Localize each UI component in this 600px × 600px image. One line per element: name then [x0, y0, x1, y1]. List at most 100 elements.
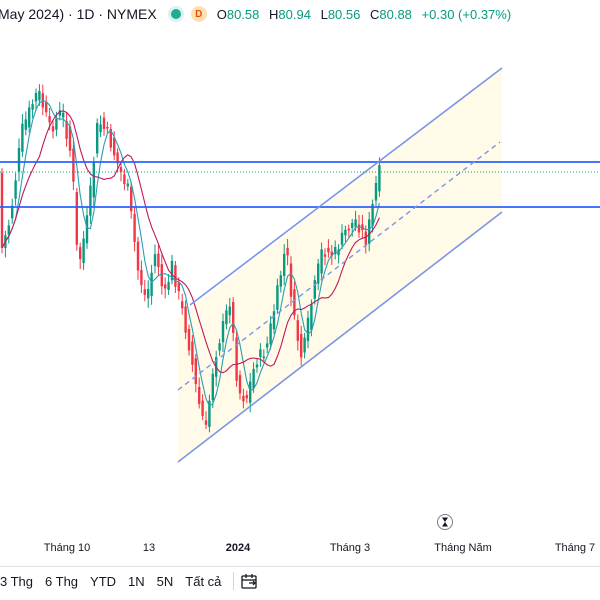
candle-body — [228, 306, 231, 316]
candle-body — [17, 147, 21, 172]
candle-body — [269, 323, 272, 345]
timeframe-3m-button[interactable]: 3 Thg — [0, 573, 34, 589]
timeframe-ytd-button[interactable]: YTD — [90, 573, 117, 589]
candle-body — [276, 285, 279, 310]
high-label: H — [269, 6, 279, 22]
candle-body — [194, 358, 197, 384]
candle-body — [164, 284, 167, 289]
candle-body — [123, 174, 126, 185]
chart-header: May 2024) · 1D · NYMEX D O80.58 H80.94 L… — [0, 0, 600, 28]
candle-body — [82, 238, 85, 264]
candle-body — [323, 254, 327, 257]
market-status[interactable]: D — [170, 6, 207, 22]
candle-body — [259, 349, 262, 357]
candle-body — [242, 395, 245, 402]
symbol-title[interactable]: May 2024) · 1D · NYMEX — [0, 6, 157, 22]
candle-body — [62, 112, 65, 118]
price-chart[interactable] — [0, 28, 600, 540]
candle-body — [109, 129, 112, 148]
candle-body — [245, 395, 248, 399]
hourglass-icon[interactable] — [437, 514, 453, 530]
xaxis-label: Tháng 3 — [329, 542, 371, 554]
candle-body — [174, 265, 177, 287]
xaxis-label: Tháng 7 — [554, 542, 596, 554]
open-value: 80.58 — [226, 6, 260, 22]
timeframe-all-button[interactable]: Tất cả — [185, 573, 222, 589]
candle-body — [187, 328, 191, 351]
candle-body — [133, 213, 136, 242]
candle-body — [354, 219, 357, 227]
low-value: 80.56 — [327, 6, 361, 22]
candle-body — [167, 282, 170, 290]
channel-upper-line[interactable] — [189, 67, 503, 306]
candle-body — [0, 172, 4, 248]
candle-body — [272, 311, 276, 330]
candle-body — [198, 386, 201, 404]
candle-body — [221, 321, 225, 343]
moving-averages-layer — [1, 99, 380, 407]
change-value: +0.30 (+0.37%) — [421, 6, 512, 22]
candle-body — [340, 232, 344, 245]
candle-body — [58, 110, 61, 116]
channel-lower-line[interactable] — [177, 211, 503, 463]
candle-body — [160, 264, 163, 287]
candle-body — [283, 253, 286, 276]
ma-slow-line — [1, 110, 380, 374]
candle-body — [7, 225, 10, 235]
candle-body — [286, 247, 289, 256]
candle-body — [150, 272, 153, 296]
candle-body — [45, 102, 48, 113]
candle-body — [130, 186, 133, 212]
candle-body — [31, 104, 34, 110]
candle-body — [255, 364, 259, 368]
candle-body — [119, 167, 123, 172]
candle-body — [65, 121, 68, 139]
candle-body — [14, 180, 17, 199]
candle-body — [374, 182, 378, 201]
candle-body — [317, 263, 320, 284]
ma-fast-line — [1, 99, 380, 407]
timeframe-1y-button[interactable]: 1N — [128, 573, 145, 589]
candle-body — [262, 356, 265, 359]
timeframe-5y-button[interactable]: 5N — [156, 573, 174, 589]
candle-body — [191, 341, 194, 365]
xaxis-label: 13 — [142, 542, 156, 554]
candle-body — [102, 117, 106, 129]
candle-body — [357, 224, 361, 233]
xaxis-label: 2024 — [225, 542, 251, 554]
candle-body — [55, 118, 58, 130]
toolbar-divider — [233, 572, 235, 590]
candle-body — [79, 247, 82, 260]
time-axis[interactable]: Tháng 10 13 2024 Tháng 3 Tháng Năm Tháng… — [0, 540, 600, 560]
candle-body — [327, 247, 330, 253]
candle-body — [136, 241, 140, 271]
candle-body — [313, 280, 316, 299]
candle-body — [303, 337, 306, 353]
candle-body — [147, 288, 150, 299]
green-dot-icon — [170, 9, 181, 19]
candle-body — [170, 260, 174, 281]
channel-mid-line[interactable] — [177, 141, 501, 391]
candle-body — [300, 334, 303, 358]
candle-body — [201, 400, 204, 416]
candle-body — [279, 275, 282, 287]
low-label: L — [320, 6, 328, 22]
candle-body — [225, 310, 228, 325]
candle-body — [289, 263, 293, 297]
candle-body — [126, 183, 129, 187]
timeframe-6m-button[interactable]: 6 Thg — [45, 573, 79, 589]
candles-layer — [0, 84, 381, 433]
candle-body — [306, 317, 310, 341]
candle-body — [51, 126, 55, 132]
candle-body — [211, 373, 214, 401]
candle-body — [92, 162, 95, 198]
xaxis-label: Tháng 10 — [43, 542, 91, 554]
candle-body — [34, 92, 38, 102]
candle-body — [310, 303, 313, 331]
candle-body — [85, 215, 89, 244]
candle-body — [218, 343, 221, 351]
calendar-icon[interactable] — [240, 572, 258, 590]
candle-body — [48, 116, 51, 123]
candle-body — [38, 91, 41, 101]
candle-body — [320, 249, 323, 274]
